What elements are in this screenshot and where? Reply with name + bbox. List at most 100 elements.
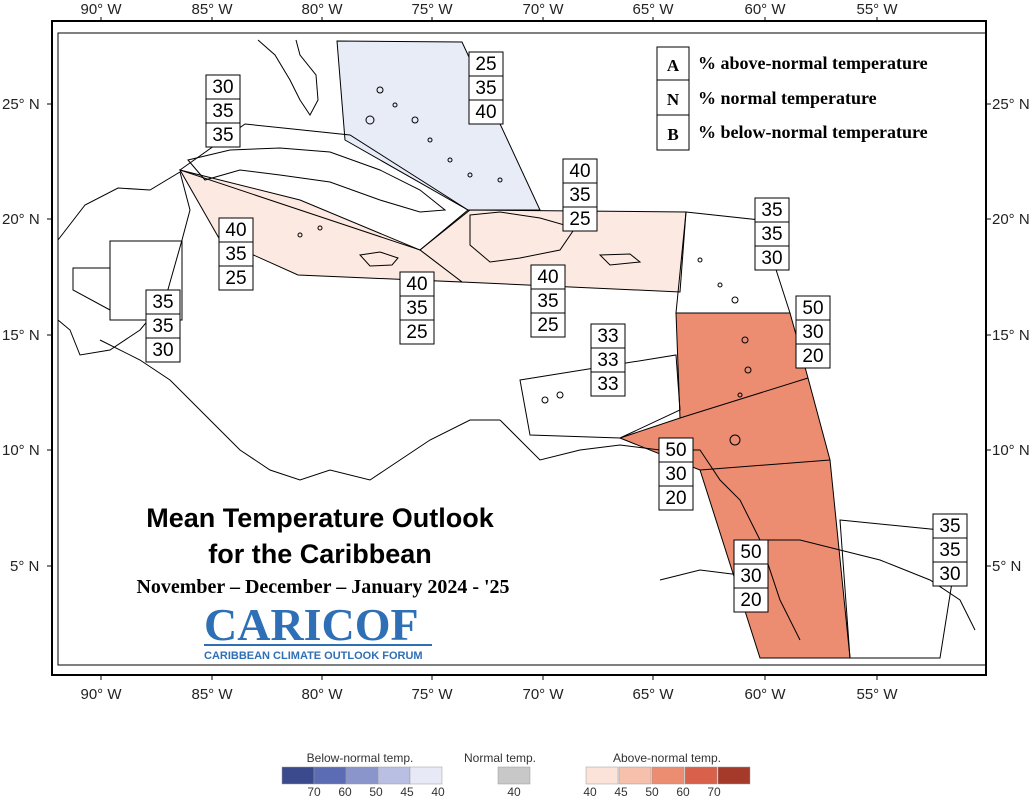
forecast-cell — [468, 75, 504, 101]
below-tick: 60 — [338, 785, 352, 796]
below-swatch — [377, 766, 411, 785]
forecast-box-cayman-jamaica-west: 40 35 25 — [218, 217, 254, 291]
below-scale-title: Below-normal temp. — [307, 751, 414, 765]
lon-label-bottom: 85° W — [191, 686, 233, 703]
legend-text-below: % below-normal temperature — [698, 122, 928, 142]
forecast-cell — [530, 312, 566, 338]
forecast-box-trinidad: 50 30 20 — [658, 437, 694, 511]
lon-label-top: 85° W — [191, 1, 233, 18]
forecast-cell — [754, 221, 790, 247]
forecast-cell — [795, 295, 831, 321]
forecast-cell — [205, 122, 241, 148]
below-swatch — [313, 766, 347, 785]
below-tick: 50 — [369, 785, 383, 796]
forecast-cell — [658, 485, 694, 511]
caricof-logo: CARICOF CARIBBEAN CLIMATE OUTLOOK FORUM — [204, 599, 432, 662]
region-abc — [519, 354, 681, 439]
normal-scale-title: Normal temp. — [464, 751, 536, 765]
forecast-value: 35 — [212, 101, 233, 122]
forecast-cell — [530, 288, 566, 314]
lon-label-top: 60° W — [744, 1, 786, 18]
forecast-value: 33 — [597, 350, 618, 371]
lon-label-top: 90° W — [80, 1, 122, 18]
forecast-cell — [205, 74, 241, 100]
forecast-value: 30 — [665, 464, 686, 485]
forecast-value: 30 — [740, 566, 761, 587]
above-tick: 40 — [583, 785, 597, 796]
lon-label-bottom: 60° W — [744, 686, 786, 703]
legend-key-n: N — [667, 90, 680, 109]
color-scale: Below-normal temp. Normal temp. Above-no… — [281, 751, 751, 796]
forecast-cell — [145, 337, 181, 363]
lat-label-left: 20° N — [2, 211, 40, 228]
lat-label-right: 15° N — [992, 327, 1030, 344]
above-swatch — [717, 766, 751, 785]
above-scale-title: Above-normal temp. — [613, 751, 721, 765]
normal-tick: 40 — [507, 785, 521, 796]
forecast-value: 40 — [225, 220, 246, 241]
forecast-cell — [562, 158, 598, 184]
map-title-line1: Mean Temperature Outlook — [146, 503, 495, 533]
forecast-box-guyana: 50 30 20 — [733, 539, 769, 613]
forecast-value: 35 — [152, 292, 173, 313]
below-tick: 40 — [431, 785, 445, 796]
legend-text-normal: % normal temperature — [698, 88, 877, 108]
forecast-box-cuba-west: 30 35 35 — [205, 74, 241, 148]
above-tick: 45 — [614, 785, 628, 796]
lon-label-top: 75° W — [411, 1, 453, 18]
forecast-value: 20 — [665, 488, 686, 509]
below-swatch — [409, 766, 443, 785]
above-swatch — [618, 766, 652, 785]
legend-key-a: A — [667, 56, 680, 75]
islands — [297, 86, 752, 446]
below-swatch — [345, 766, 379, 785]
forecast-cell — [658, 437, 694, 463]
region-windwards-split-2 — [699, 459, 831, 471]
lat-label-left: 25° N — [2, 96, 40, 113]
forecast-cell — [658, 461, 694, 487]
above-swatch — [684, 766, 718, 785]
below-swatch — [281, 766, 315, 785]
lon-label-bottom: 75° W — [411, 686, 453, 703]
forecast-value: 35 — [152, 316, 173, 337]
forecast-value: 35 — [761, 224, 782, 245]
forecast-value: 30 — [212, 77, 233, 98]
forecast-cell — [562, 206, 598, 232]
above-swatch — [585, 766, 619, 785]
forecast-value: 20 — [802, 346, 823, 367]
forecast-box-abc-islands: 33 33 33 — [590, 323, 626, 397]
abn-legend: A N B % above-normal temperature % norma… — [656, 46, 928, 151]
above-tick: 50 — [645, 785, 659, 796]
forecast-cell — [754, 197, 790, 223]
forecast-cell — [218, 241, 254, 267]
normal-swatch — [497, 766, 531, 785]
map-subtitle: November – December – January 2024 - '25 — [136, 576, 509, 598]
lat-label-left: 15° N — [2, 327, 40, 344]
region-windwards-split-1 — [679, 377, 809, 419]
forecast-value: 25 — [537, 315, 558, 336]
forecast-value: 33 — [597, 326, 618, 347]
forecast-cell — [205, 98, 241, 124]
forecast-cell — [733, 587, 769, 613]
region-leewards-north — [675, 211, 791, 314]
region-belize-west — [72, 267, 111, 311]
forecast-cell — [733, 563, 769, 589]
forecast-value: 30 — [939, 564, 960, 585]
forecast-value: 25 — [475, 54, 496, 75]
forecast-value: 50 — [665, 440, 686, 461]
logo-subtitle: CARIBBEAN CLIMATE OUTLOOK FORUM — [204, 650, 423, 662]
forecast-cell — [590, 371, 626, 397]
lon-label-bottom: 70° W — [522, 686, 564, 703]
forecast-cell — [399, 319, 435, 345]
lat-label-left: 5° N — [10, 558, 39, 575]
below-tick: 45 — [400, 785, 414, 796]
forecast-box-suriname-fg: 35 35 30 — [932, 513, 968, 587]
forecast-value: 50 — [802, 298, 823, 319]
region-suriname — [839, 519, 961, 659]
forecast-box-belize: 35 35 30 — [145, 289, 181, 363]
forecast-value: 30 — [802, 322, 823, 343]
lon-label-top: 65° W — [632, 1, 674, 18]
forecast-value: 35 — [939, 540, 960, 561]
forecast-cell — [590, 323, 626, 349]
